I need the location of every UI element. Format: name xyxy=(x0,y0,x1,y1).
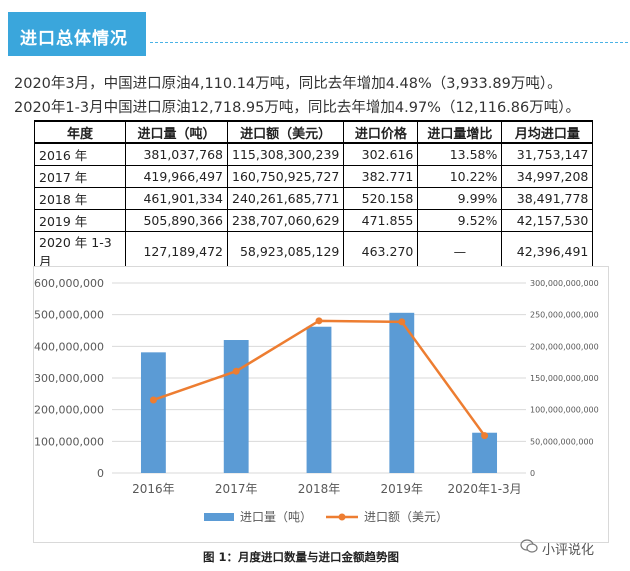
y-tick-right: 0 xyxy=(530,469,535,478)
table-cell: 38,491,778 xyxy=(501,187,594,210)
section-title: 进口总体情况 xyxy=(20,29,128,49)
combo-chart: 0 0 100,000,000 50,000,000,000 200,000,000 10… xyxy=(34,277,599,524)
table-cell: 2019 年 xyxy=(34,209,126,232)
wechat-icon xyxy=(520,538,538,558)
table-cell: 9.52% xyxy=(417,209,503,232)
y-tick-left: 600,000,000 xyxy=(34,277,104,290)
header-divider xyxy=(150,42,628,43)
line-point xyxy=(315,317,323,325)
table-cell: 505,890,366 xyxy=(125,209,228,232)
y-tick-right: 50,000,000,000 xyxy=(530,437,594,446)
table-cell: 160,750,925,727 xyxy=(226,165,345,188)
y-tick-left: 400,000,000 xyxy=(34,340,104,353)
legend-swatch-bar xyxy=(204,513,234,521)
table-cell: 461,901,334 xyxy=(125,187,228,210)
y-tick-right: 100,000,000,000 xyxy=(530,406,599,415)
y-tick-left: 0 xyxy=(97,467,104,480)
table-cell: 463.270 xyxy=(343,231,419,272)
table-cell: 13.58% xyxy=(417,142,503,166)
line-point xyxy=(481,432,489,440)
table-header: 进口量（吨） xyxy=(125,120,228,144)
y-tick-right: 250,000,000,000 xyxy=(530,311,599,320)
legend-label: 进口量（吨） xyxy=(240,510,312,524)
table-header: 进口价格 xyxy=(343,120,419,144)
table-header: 年度 xyxy=(34,120,126,144)
table-cell: 9.99% xyxy=(417,187,503,210)
legend-marker xyxy=(338,513,346,521)
section-header-bar xyxy=(8,12,146,56)
table-cell: 238,707,060,629 xyxy=(226,209,345,232)
table-cell: 31,753,147 xyxy=(501,142,594,166)
chart-frame: 0 0 100,000,000 50,000,000,000 200,000,000 10… xyxy=(33,266,609,543)
bar xyxy=(389,312,415,473)
bar xyxy=(140,352,166,473)
watermark-text: 小评说化 xyxy=(542,542,595,558)
legend-label: 进口额（美元） xyxy=(364,510,448,524)
line-point xyxy=(398,318,406,326)
y-tick-right: 150,000,000,000 xyxy=(530,374,599,383)
import-table: 年度 进口量（吨） 进口额（美元） 进口价格 进口量增比 月均进口量 2016 … xyxy=(34,120,594,272)
y-tick-left: 200,000,000 xyxy=(34,404,104,417)
y-tick-right: 300,000,000,000 xyxy=(530,279,599,288)
table-cell: 302.616 xyxy=(343,142,419,166)
x-tick-label: 2019年 xyxy=(381,482,424,496)
table-row: 2017 年 419,966,497 160,750,925,727 382.771 1… xyxy=(34,165,594,188)
table-row: 2020 年 1-3 月 127,189,472 58,923,085,129 463… xyxy=(34,231,594,272)
table-cell: 42,396,491 xyxy=(501,231,594,272)
table-cell: 381,037,768 xyxy=(125,142,228,166)
table-row: 2018 年 461,901,334 240,261,685,771 520.158 9… xyxy=(34,187,594,210)
table-header-row: 年度 进口量（吨） 进口额（美元） 进口价格 进口量增比 月均进口量 xyxy=(34,120,594,144)
y-tick-left: 100,000,000 xyxy=(34,435,104,448)
y-tick-right: 200,000,000,000 xyxy=(530,342,599,351)
table-cell: 2018 年 xyxy=(34,187,126,210)
table-row: 2019 年 505,890,366 238,707,060,629 471.855 9… xyxy=(34,209,594,232)
table-header: 月均进口量 xyxy=(501,120,594,144)
table-cell: 2016 年 xyxy=(34,142,126,166)
table-row: 2016 年 381,037,768 115,308,300,239 302.616 1… xyxy=(34,142,594,166)
line-point xyxy=(232,367,240,375)
table-cell: 419,966,497 xyxy=(125,165,228,188)
y-tick-left: 300,000,000 xyxy=(34,372,104,385)
line-point xyxy=(149,396,157,404)
x-tick-label: 2020年1-3月 xyxy=(448,482,522,496)
table-cell: 115,308,300,239 xyxy=(226,142,345,166)
table-cell: 42,157,530 xyxy=(501,209,594,232)
bar xyxy=(306,326,332,473)
x-tick-label: 2016年 xyxy=(132,482,175,496)
x-tick-label: 2017年 xyxy=(215,482,258,496)
table-cell: 2020 年 1-3 月 xyxy=(34,231,126,272)
watermark: 小评说化 xyxy=(520,538,594,558)
table-cell: 471.855 xyxy=(343,209,419,232)
table-header: 进口额（美元） xyxy=(226,120,345,144)
x-tick-label: 2018年 xyxy=(298,482,341,496)
bar xyxy=(223,340,249,473)
table-cell: 520.158 xyxy=(343,187,419,210)
table-cell: 10.22% xyxy=(417,165,503,188)
summary-paragraph-march: 2020年3月，中国进口原油4,110.14万吨，同比去年增加4.48%（3,9… xyxy=(14,76,562,92)
table-cell: 240,261,685,771 xyxy=(226,187,345,210)
table-cell: 2017 年 xyxy=(34,165,126,188)
table-cell: 382.771 xyxy=(343,165,419,188)
figure-caption: 图 1：月度进口数量与进口金额趋势图 xyxy=(203,550,400,564)
summary-paragraph-q1: 2020年1-3月中国进口原油12,718.95万吨，同比去年增加4.97%（1… xyxy=(14,100,580,116)
y-tick-left: 500,000,000 xyxy=(34,309,104,322)
table-cell: 34,997,208 xyxy=(501,165,594,188)
table-header: 进口量增比 xyxy=(417,120,503,144)
bar xyxy=(472,432,498,473)
